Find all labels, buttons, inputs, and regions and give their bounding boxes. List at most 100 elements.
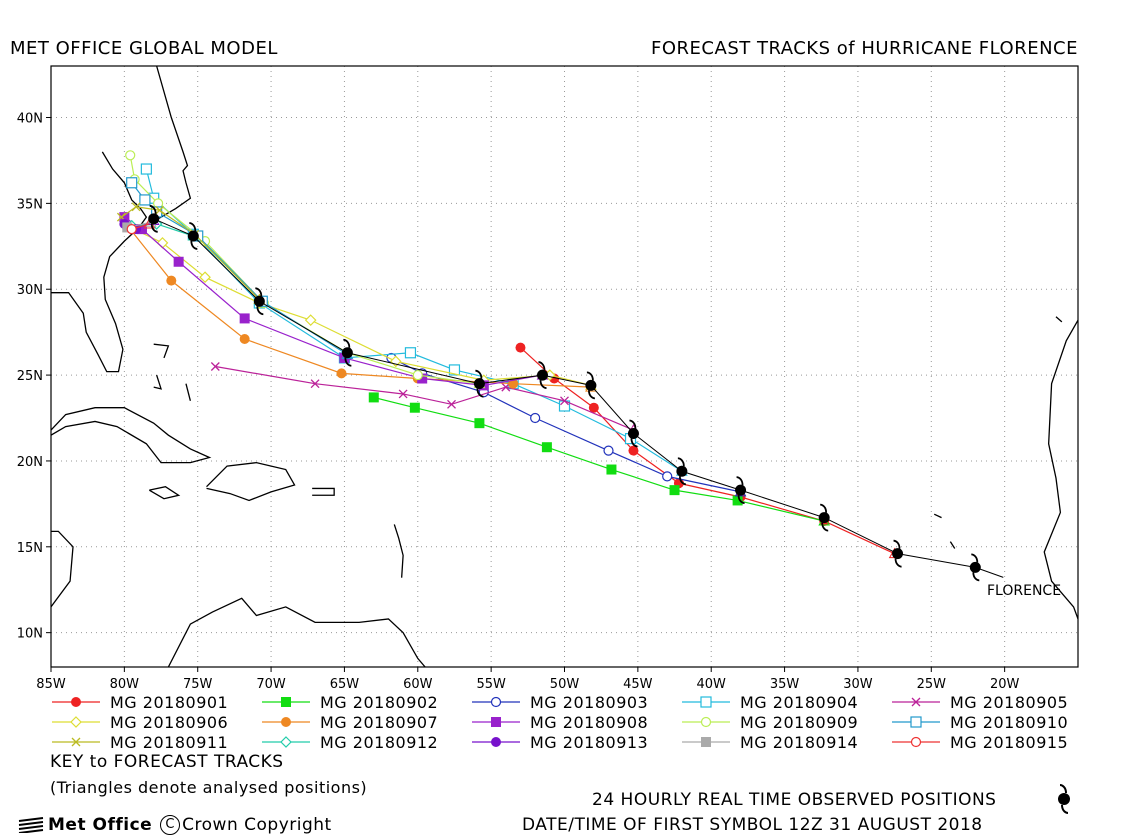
legend-swatch (682, 696, 730, 708)
forecast-track-mg-20180908 (119, 212, 549, 391)
legend-swatch (682, 737, 730, 747)
forecast-point (447, 399, 456, 409)
forecast-point (126, 224, 137, 235)
legend-marker (490, 696, 502, 708)
legend-label: MG 20180915 (950, 732, 1069, 752)
legend-label: MG 20180908 (530, 712, 649, 732)
met-office-branding: Met Office C Crown Copyright (18, 815, 332, 835)
copyright-icon: C (160, 815, 181, 835)
observed-track-layer (148, 204, 1004, 582)
storm-label: FLORENCE (987, 583, 1061, 599)
forecast-point (173, 256, 184, 267)
forecast-point (560, 396, 569, 406)
legend-label: MG 20180911 (110, 732, 229, 752)
x-tick-label: 30W (843, 677, 873, 690)
forecast-point (588, 402, 599, 413)
legend-label: MG 20180906 (110, 712, 229, 732)
legend-marker (910, 716, 922, 728)
legend-marker (700, 696, 712, 708)
x-tick-label: 60W (403, 677, 433, 690)
legend-swatch (472, 717, 520, 727)
legend-swatch (52, 716, 100, 728)
forecast-track-line (520, 347, 895, 555)
forecast-point (662, 471, 673, 482)
south-america (51, 530, 74, 608)
legend-label: MG 20180914 (740, 732, 859, 752)
forecast-track-mg-20180902 (368, 392, 831, 526)
cape-verde-2 (949, 541, 956, 549)
forecast-track-line (391, 357, 741, 493)
forecast-track-line (121, 206, 260, 300)
forecast-track-line (145, 168, 683, 472)
legend-swatch (892, 697, 940, 707)
forecast-point (155, 205, 165, 215)
forecast-point (409, 402, 420, 413)
y-tick-label: 20N (17, 455, 43, 470)
legend-marker (281, 717, 291, 727)
y-tick-label: 40N (17, 112, 43, 127)
forecast-track-line (129, 155, 480, 385)
forecast-point (125, 150, 136, 161)
legend-item: MG 20180908 (470, 712, 648, 732)
forecast-point (131, 202, 141, 212)
legend-item: MG 20180906 (50, 712, 228, 732)
observed-track-line (153, 218, 1004, 578)
met-office-logo-icon (18, 817, 44, 833)
x-tick-label: 70W (256, 677, 286, 690)
x-tick-label: 20W (990, 677, 1020, 690)
x-tick-label: 75W (183, 677, 213, 690)
forecast-point (310, 379, 320, 389)
x-tick-label: 25W (917, 677, 947, 690)
forecast-point (669, 485, 680, 496)
hurricane-symbol-icon (585, 371, 597, 400)
legend-marker (70, 716, 82, 728)
legend-swatch (472, 737, 520, 747)
legend-label: MG 20180902 (320, 692, 439, 712)
forecast-track-mg-20180904 (140, 163, 688, 476)
legend-label: MG 20180910 (950, 712, 1069, 732)
forecast-point (628, 445, 639, 456)
hurricane-symbol-icon (473, 369, 485, 398)
copyright-text: Crown Copyright (182, 815, 332, 835)
legend-swatch (262, 736, 310, 748)
lesser-antilles (393, 524, 404, 578)
forecast-point (139, 194, 151, 206)
map-grid (51, 66, 1078, 667)
hispaniola (206, 462, 296, 502)
forecast-point (603, 445, 614, 456)
forecast-point (417, 373, 428, 384)
legend-swatch (262, 697, 310, 707)
forecast-point (606, 464, 617, 475)
legend-marker (281, 697, 291, 707)
canaries (1055, 316, 1063, 323)
forecast-point (339, 352, 350, 363)
forecast-point (412, 369, 423, 381)
hurricane-symbol-icon (735, 476, 747, 505)
forecast-track-mg-20180909 (125, 150, 486, 389)
forecast-point (398, 389, 408, 399)
legend-swatch (52, 737, 100, 747)
key-title: KEY to FORECAST TRACKS (50, 752, 284, 772)
x-tick-label: 45W (623, 677, 653, 690)
x-tick-label: 55W (476, 677, 506, 690)
y-tick-label: 35N (17, 197, 43, 212)
bahamas-1 (153, 343, 170, 359)
forecast-track-mg-20180906 (124, 221, 597, 390)
hurricane-symbol-icon (818, 503, 830, 532)
forecast-track-mg-20180911 (116, 202, 266, 305)
x-tick-label: 85W (36, 677, 66, 690)
hurricane-symbol-icon (341, 338, 353, 367)
legend-marker (701, 737, 711, 747)
legend-label: MG 20180913 (530, 732, 649, 752)
legend-label: MG 20180912 (320, 732, 439, 752)
forecast-point (210, 362, 220, 371)
hurricane-symbol-icon (253, 287, 265, 316)
observed-positions-label: 24 HOURLY REAL TIME OBSERVED POSITIONS (592, 790, 997, 810)
hurricane-symbol-icon (892, 539, 904, 568)
legend-marker (71, 697, 81, 707)
legend-label: MG 20180904 (740, 692, 859, 712)
met-office-logo-text: Met Office (48, 815, 153, 835)
legend-item: MG 20180907 (260, 712, 438, 732)
legend-item: MG 20180911 (50, 732, 228, 752)
us-east-coast-north (154, 66, 192, 222)
